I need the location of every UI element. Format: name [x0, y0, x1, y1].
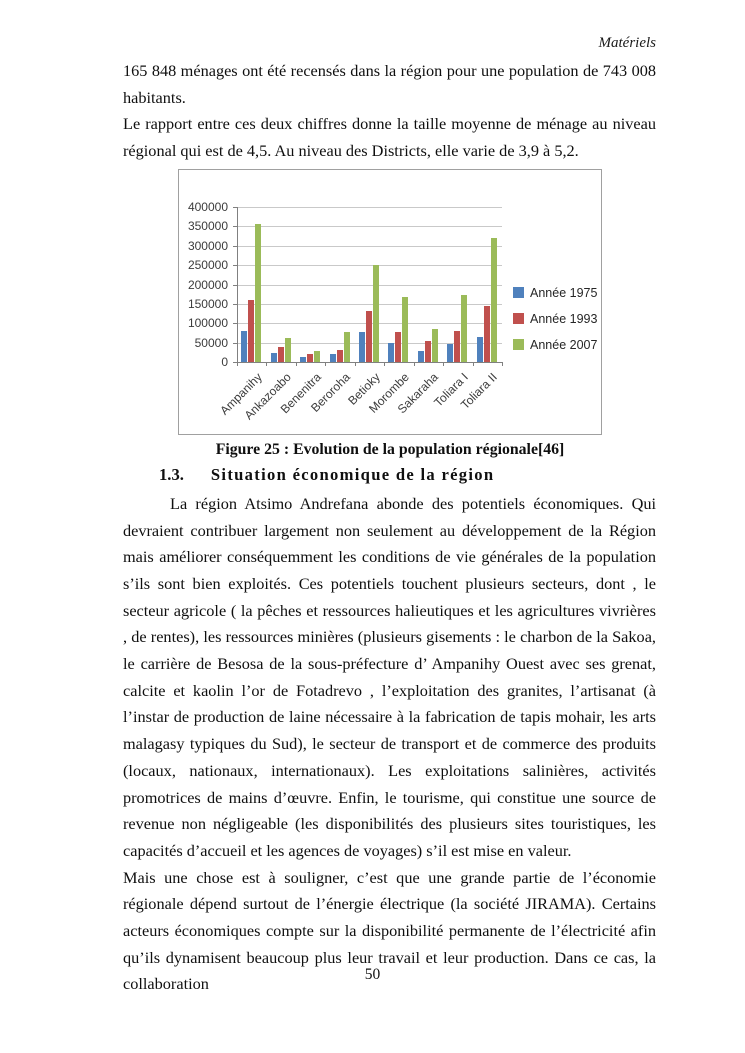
chart-bar	[255, 224, 262, 362]
x-axis-tick	[473, 361, 474, 366]
y-axis-label: 50000	[194, 335, 228, 350]
chart-bar	[329, 353, 336, 362]
paragraph: Le rapport entre ces deux chiffres donne…	[123, 114, 656, 161]
x-axis-tick	[237, 361, 238, 366]
chart-bar	[307, 353, 314, 362]
chart-bar	[402, 297, 409, 362]
chart-bar	[417, 350, 424, 362]
y-axis-tick	[233, 206, 237, 208]
x-axis-tick	[502, 361, 503, 366]
y-axis-label: 200000	[187, 277, 228, 292]
y-axis-tick	[233, 322, 237, 324]
y-axis-tick	[233, 342, 237, 344]
legend-label: Année 1975	[530, 285, 598, 300]
chart-bar	[270, 353, 277, 362]
paragraph: Mais une chose est à souligner, c’est qu…	[123, 867, 656, 994]
chart-bar	[431, 328, 438, 362]
chart-bar	[284, 338, 291, 362]
y-axis-tick	[233, 361, 237, 363]
chart-bar	[424, 340, 431, 362]
running-header: Matériels	[598, 35, 657, 51]
chart-bar	[461, 295, 468, 362]
y-axis-tick	[233, 245, 237, 247]
chart-surface: 0 50000 100000 150000 200000 250000 300000 3500…	[179, 170, 601, 434]
chart-bar	[483, 305, 490, 362]
chart-gridline	[237, 303, 502, 305]
chart-bar	[300, 357, 307, 362]
chart-bar	[248, 299, 255, 362]
x-axis-tick	[384, 361, 385, 366]
x-axis-tick	[296, 361, 297, 366]
chart-gridline	[237, 284, 502, 286]
x-axis-tick	[355, 361, 356, 366]
y-axis-label: 150000	[187, 296, 228, 311]
legend-swatch	[513, 313, 524, 325]
legend-swatch	[513, 287, 524, 299]
chart-bar	[241, 330, 248, 362]
chart-legend: Année 1975 Année 1993 Année 2007	[513, 280, 597, 358]
population-chart: 0 50000 100000 150000 200000 250000 300000 3500…	[178, 168, 602, 435]
y-axis-label: 350000	[187, 218, 228, 233]
chart-bar	[366, 311, 372, 362]
chart-gridline	[237, 245, 502, 247]
y-axis-tick	[233, 225, 237, 227]
x-axis-line	[237, 361, 502, 363]
page-content: Matériels 165 848 ménages ont été recens…	[123, 35, 657, 994]
chart-bar	[447, 343, 454, 362]
chart-bar	[277, 347, 284, 362]
chart-bar	[359, 331, 365, 362]
page-number: 50	[364, 966, 381, 983]
paragraph: La région Atsimo Andrefana abonde des po…	[123, 493, 656, 860]
chart-bar	[388, 343, 395, 362]
legend-label: Année 2007	[530, 337, 598, 352]
x-axis-tick	[266, 361, 267, 366]
chart-gridline	[237, 206, 502, 208]
legend-item: Année 1993	[513, 306, 597, 332]
paragraph: 165 848 ménages ont été recensés dans la…	[123, 61, 656, 107]
chart-gridline	[237, 264, 502, 266]
x-axis-tick	[443, 361, 444, 366]
chart-bar	[336, 349, 343, 362]
y-axis-tick	[233, 284, 237, 286]
y-axis-line	[237, 206, 238, 363]
y-axis-label: 400000	[187, 199, 228, 214]
legend-swatch	[513, 339, 524, 351]
y-axis-label: 100000	[187, 315, 228, 330]
section-title: Situation économique de la région	[210, 464, 495, 484]
chart-bar	[476, 336, 483, 362]
x-axis-tick	[414, 361, 415, 366]
y-axis-tick	[233, 264, 237, 266]
figure-caption: Figure 25 : Evolution de la population r…	[215, 440, 565, 458]
chart-bar	[395, 332, 402, 362]
section-heading: 1.3. Situation économique de la région	[159, 465, 656, 485]
x-axis-tick	[325, 361, 326, 366]
y-axis-label: 0	[221, 354, 228, 369]
chart-bar	[454, 330, 461, 362]
chart-bar	[314, 351, 321, 362]
chart-bar	[343, 331, 350, 362]
chart-bar	[373, 264, 379, 362]
chart-bar	[490, 237, 497, 362]
legend-item: Année 1975	[513, 280, 597, 306]
y-axis-label: 300000	[187, 238, 228, 253]
section-number: 1.3.	[159, 464, 184, 484]
legend-label: Année 1993	[530, 311, 598, 326]
y-axis-label: 250000	[187, 257, 228, 272]
chart-gridline	[237, 225, 502, 227]
legend-item: Année 2007	[513, 332, 597, 358]
y-axis-tick	[233, 303, 237, 305]
